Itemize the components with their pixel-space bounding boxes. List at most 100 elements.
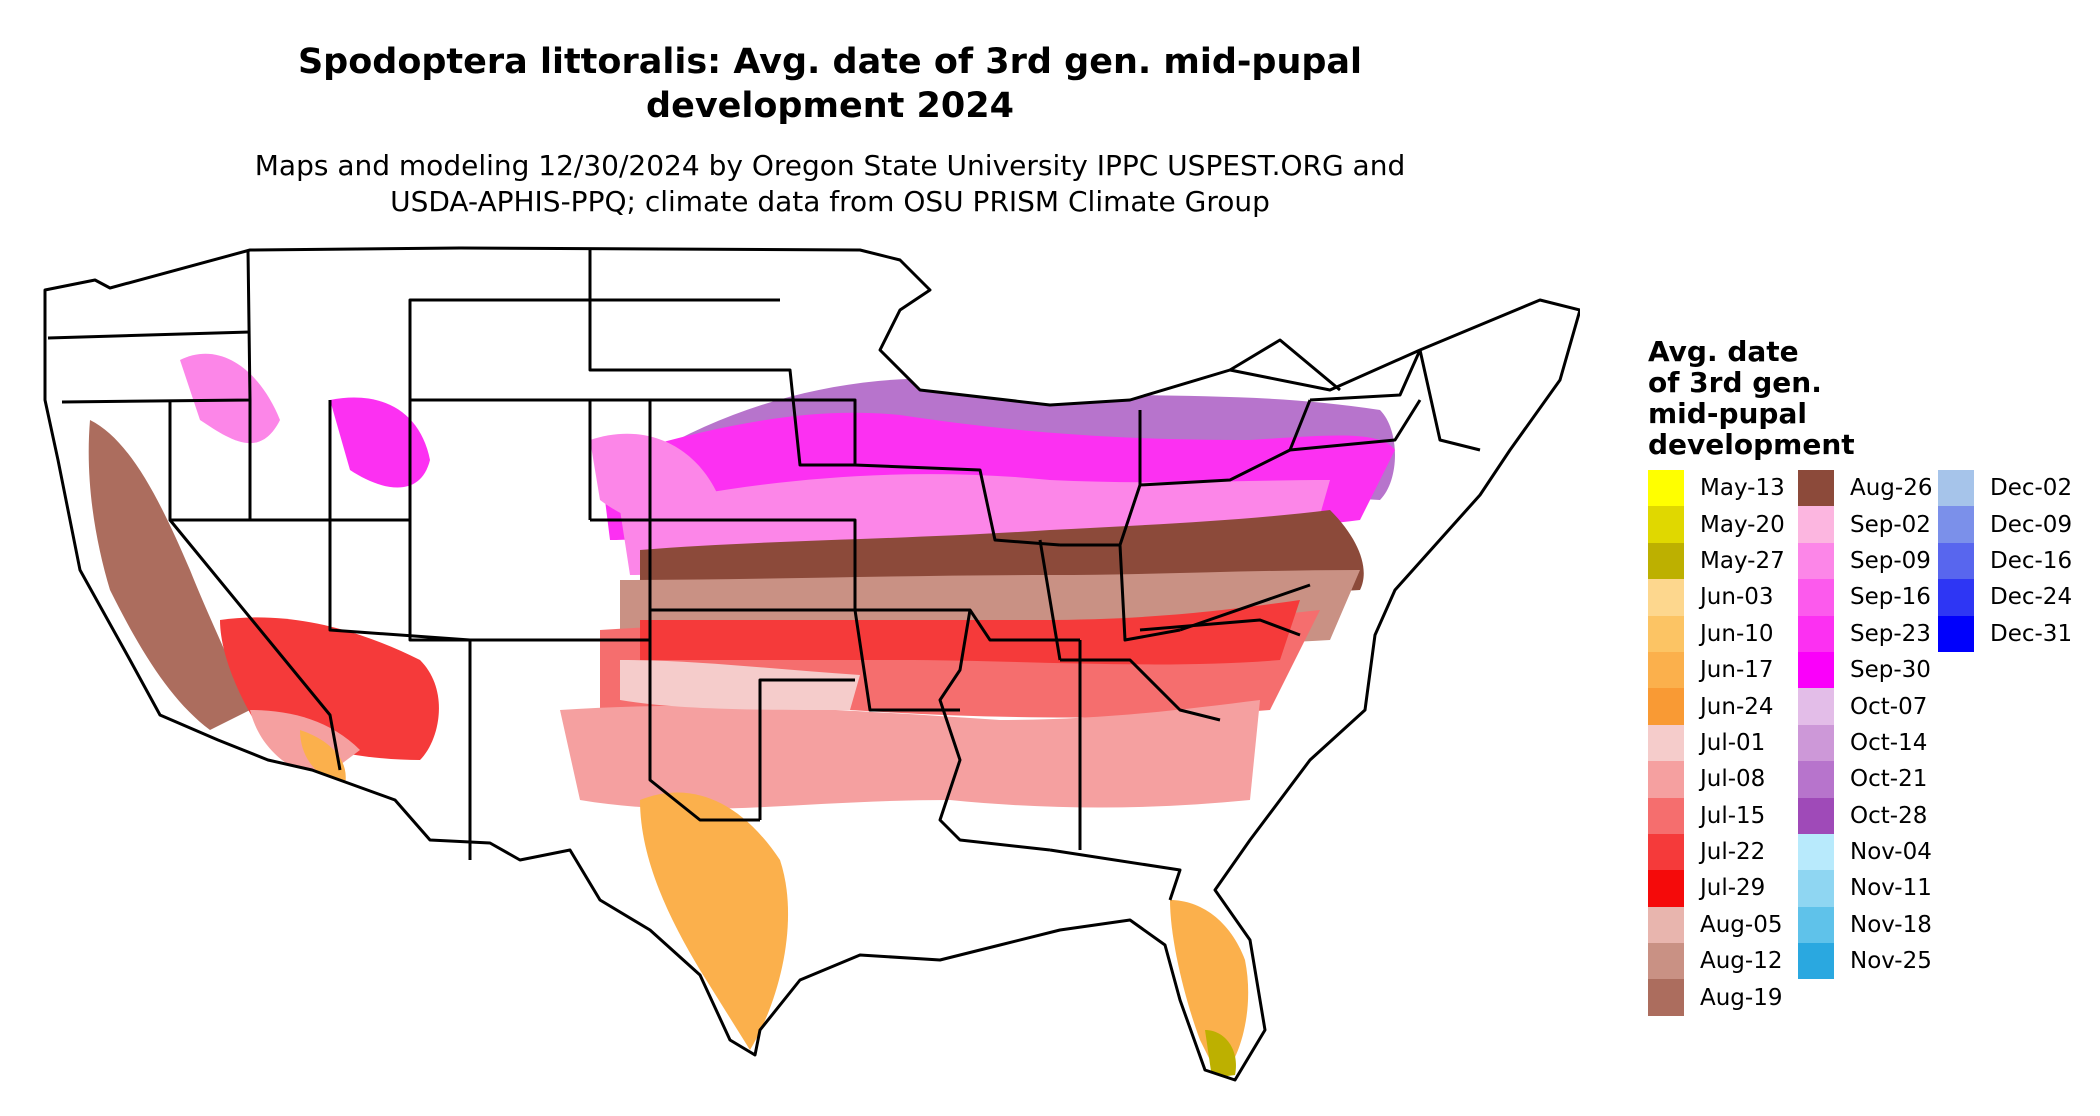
legend-label: Dec-24 (1990, 584, 2073, 611)
legend-item: Jun-17 (1648, 651, 1785, 689)
legend-swatch (1798, 651, 1834, 689)
legend-item: May-13 (1648, 470, 1785, 507)
legend-item: Jul-01 (1648, 724, 1785, 762)
legend-item: Jul-22 (1648, 833, 1785, 871)
legend-label: Jul-29 (1700, 875, 1766, 902)
legend-swatch (1648, 651, 1684, 689)
legend-swatch (1648, 943, 1684, 980)
legend-swatch (1798, 506, 1834, 543)
legend-item: May-27 (1648, 542, 1785, 580)
legend-item: Dec-24 (1938, 579, 2073, 616)
map-title: Spodoptera littoralis: Avg. date of 3rd … (0, 40, 1660, 128)
legend-label: Sep-23 (1850, 620, 1931, 647)
legend-label: Oct-21 (1850, 766, 1928, 793)
legend-swatch (1648, 688, 1684, 725)
legend-swatch (1648, 797, 1684, 834)
state-boundaries (43, 246, 1580, 1082)
legend-item: Dec-02 (1938, 470, 2073, 507)
legend-item: Oct-07 (1798, 688, 1932, 725)
legend-column: Dec-02 Dec-09 Dec-16 Dec-24 Dec-31 (1938, 470, 2072, 652)
legend-swatch (1798, 943, 1834, 980)
legend-title-line-4: development (1648, 428, 1855, 461)
legend-label: Dec-16 (1990, 547, 2073, 574)
legend-swatch (1648, 761, 1684, 798)
legend-item: Oct-14 (1798, 724, 1932, 762)
legend-label: Jul-01 (1700, 729, 1766, 756)
legend-swatch (1798, 579, 1834, 616)
legend-swatch (1798, 870, 1834, 907)
legend-label: Nov-18 (1850, 911, 1932, 938)
legend-label: Sep-16 (1850, 584, 1931, 611)
legend-item: Jun-24 (1648, 688, 1785, 725)
legend-item: Sep-16 (1798, 579, 1932, 616)
legend-label: Aug-05 (1700, 911, 1783, 938)
legend-item: Nov-18 (1798, 906, 1932, 944)
legend-label: Sep-09 (1850, 547, 1931, 574)
legend-item: Sep-09 (1798, 542, 1932, 580)
legend-swatch (1798, 906, 1834, 944)
legend-title-line-1: Avg. date (1648, 335, 1799, 368)
legend-swatch (1648, 579, 1684, 616)
legend-label: Jun-03 (1700, 584, 1774, 611)
legend-label: Aug-26 (1850, 475, 1933, 502)
legend-swatch (1648, 506, 1684, 543)
legend-label: Nov-25 (1850, 948, 1932, 975)
legend-label: Jul-22 (1700, 839, 1766, 866)
legend-label: Aug-12 (1700, 948, 1783, 975)
legend-title: Avg. date of 3rd gen. mid-pupal developm… (1648, 336, 1888, 460)
legend-item: May-20 (1648, 506, 1785, 543)
legend-item: Dec-09 (1938, 506, 2073, 543)
legend-item: Sep-23 (1798, 615, 1932, 652)
legend: Avg. date of 3rd gen. mid-pupal developm… (1648, 336, 2072, 1016)
legend-label: May-27 (1700, 547, 1785, 574)
legend-label: Dec-09 (1990, 511, 2073, 538)
legend-item: Jul-15 (1648, 797, 1785, 834)
legend-label: Jul-15 (1700, 802, 1766, 829)
legend-swatch (1648, 542, 1684, 580)
legend-swatch (1798, 615, 1834, 652)
legend-column: Aug-26 Sep-02 Sep-09 Sep-16 Sep-23 Sep-30 Oct-… (1798, 470, 1933, 980)
legend-swatch (1798, 761, 1834, 798)
legend-item: Nov-04 (1798, 833, 1932, 871)
legend-item: Sep-02 (1798, 506, 1932, 543)
legend-item: Dec-31 (1938, 615, 2073, 652)
legend-swatch (1938, 615, 1974, 652)
legend-label: Oct-07 (1850, 693, 1928, 720)
map-subtitle-line-1: Maps and modeling 12/30/2024 by Oregon S… (254, 149, 1406, 182)
legend-item: Aug-26 (1798, 470, 1933, 507)
legend-label: Jul-08 (1700, 766, 1766, 793)
legend-item: Jun-03 (1648, 579, 1785, 616)
legend-swatch (1648, 870, 1684, 907)
legend-swatch (1648, 906, 1684, 944)
legend-swatch (1798, 724, 1834, 762)
legend-item: Nov-11 (1798, 870, 1932, 907)
legend-swatch (1648, 615, 1684, 652)
legend-item: Oct-21 (1798, 761, 1932, 798)
legend-label: Sep-30 (1850, 657, 1931, 684)
map-title-line-1: Spodoptera littoralis: Avg. date of 3rd … (297, 42, 1363, 82)
legend-column: May-13 May-20 May-27 Jun-03 Jun-10 Jun-17 Jun-… (1648, 470, 1785, 1016)
legend-item: Jun-10 (1648, 615, 1785, 652)
legend-swatch (1798, 797, 1834, 834)
legend-label: Jun-17 (1700, 657, 1774, 684)
legend-label: Jun-10 (1700, 620, 1774, 647)
legend-item: Aug-19 (1648, 979, 1785, 1016)
legend-title-line-3: mid-pupal (1648, 397, 1807, 430)
legend-label: Nov-04 (1850, 839, 1932, 866)
legend-item: Dec-16 (1938, 542, 2073, 580)
legend-label: Aug-19 (1700, 984, 1783, 1011)
map-title-line-2: development 2024 (646, 86, 1014, 126)
legend-label: Nov-11 (1850, 875, 1932, 902)
legend-label: Dec-31 (1990, 620, 2073, 647)
legend-label: Oct-28 (1850, 802, 1928, 829)
us-map (43, 246, 1580, 1082)
legend-swatch (1938, 579, 1974, 616)
legend-swatch (1938, 542, 1974, 580)
legend-item: Jul-29 (1648, 870, 1785, 907)
legend-swatch (1798, 688, 1834, 725)
legend-swatch (1648, 724, 1684, 762)
legend-label: Dec-02 (1990, 475, 2073, 502)
legend-label: Sep-02 (1850, 511, 1931, 538)
legend-label: Oct-14 (1850, 729, 1928, 756)
legend-label: May-13 (1700, 475, 1785, 502)
